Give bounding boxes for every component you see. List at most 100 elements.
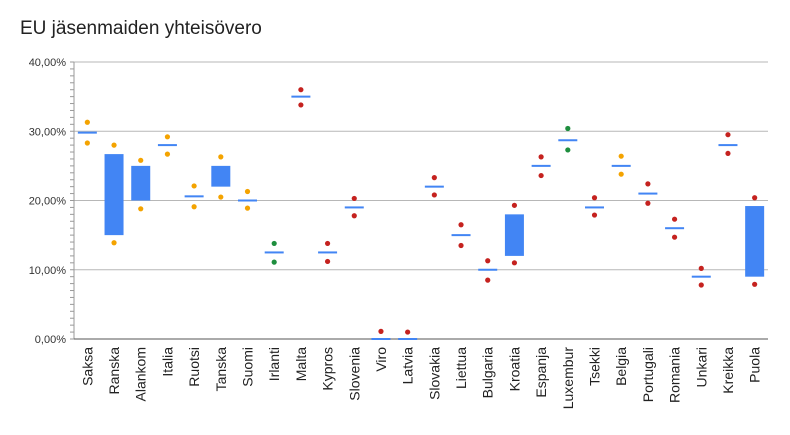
bar-portugali[interactable]: [638, 192, 658, 195]
marker-upper-latvia: [405, 329, 411, 335]
marker-upper-tsekki: [591, 195, 598, 201]
marker-lower-espanja: [538, 172, 544, 179]
marker-upper-ruotsi: [191, 183, 197, 189]
marker-upper-kroatia: [511, 202, 518, 208]
x-tick-label: Kreikka: [720, 347, 736, 394]
marker-upper-viro: [378, 328, 384, 334]
marker-lower-kroatia: [511, 260, 518, 266]
marker-lower-slovakia: [431, 192, 437, 198]
marker-upper-irlanti: [271, 240, 277, 247]
chart-title: EU jäsenmaiden yhteisövero: [20, 18, 262, 39]
marker-upper-slovakia: [431, 175, 437, 181]
marker-upper-portugali: [645, 181, 651, 187]
marker-lower-unkari: [698, 282, 704, 288]
y-tick-label: 20,00%: [29, 196, 67, 208]
marker-upper-malta: [298, 87, 304, 93]
x-tick-label: Tsekki: [587, 347, 603, 386]
bar-kreikka[interactable]: [718, 144, 738, 147]
bar-kypros[interactable]: [318, 251, 338, 254]
x-tick-label: Irlanti: [266, 347, 282, 381]
y-tick-label: 0,00%: [35, 334, 66, 346]
x-tick-label: Malta: [293, 347, 309, 381]
marker-lower-romania: [671, 234, 678, 240]
x-tick-label: Ranska: [106, 347, 122, 395]
bar-viro[interactable]: [371, 338, 391, 340]
bar-espanja[interactable]: [531, 164, 551, 167]
marker-lower-luxembur: [565, 147, 571, 153]
x-tick-label: Slovenia: [346, 347, 362, 401]
bar-malta[interactable]: [291, 95, 311, 98]
x-tick-label: Latvia: [400, 347, 416, 385]
bar-bulgaria[interactable]: [478, 268, 498, 271]
marker-upper-tanska: [218, 154, 224, 160]
x-tick-label: Espanja: [533, 347, 549, 398]
marker-upper-bulgaria: [485, 258, 491, 264]
bar-luxembur[interactable]: [558, 139, 578, 142]
x-tick-label: Liettua: [453, 347, 469, 389]
x-tick-label: Puola: [747, 347, 763, 383]
bar-ruotsi[interactable]: [184, 195, 204, 198]
bar-unkari[interactable]: [691, 275, 711, 278]
x-tick-label: Luxembur: [560, 347, 576, 410]
bar-slovakia[interactable]: [424, 185, 444, 188]
bar-slovenia[interactable]: [344, 206, 364, 209]
bar-irlanti[interactable]: [264, 251, 284, 254]
marker-upper-romania: [671, 216, 678, 222]
marker-lower-bulgaria: [485, 277, 491, 283]
marker-lower-alankom: [138, 206, 144, 212]
x-tick-label: Viro: [373, 347, 389, 372]
bar-tanska[interactable]: [211, 165, 231, 187]
marker-lower-ruotsi: [191, 204, 197, 210]
marker-lower-puola: [752, 281, 758, 287]
marker-upper-kreikka: [725, 132, 731, 138]
marker-lower-suomi: [244, 205, 251, 211]
marker-lower-irlanti: [271, 259, 277, 265]
y-tick-label: 30,00%: [29, 126, 67, 138]
marker-lower-kypros: [324, 258, 331, 265]
marker-lower-malta: [298, 102, 304, 108]
bar-suomi[interactable]: [238, 199, 257, 202]
bar-belgia[interactable]: [611, 164, 631, 167]
x-tick-label: Tanska: [213, 347, 229, 392]
x-tick-label: Portugali: [640, 347, 656, 402]
bar-romania[interactable]: [665, 227, 685, 230]
marker-upper-espanja: [538, 154, 544, 160]
x-tick-label: Suomi: [240, 347, 256, 387]
bar-alankom[interactable]: [131, 165, 151, 201]
y-tick-label: 10,00%: [29, 265, 67, 277]
marker-upper-kypros: [324, 240, 331, 247]
marker-lower-tanska: [218, 194, 224, 200]
marker-upper-luxembur: [565, 125, 571, 132]
marker-upper-slovenia: [351, 195, 357, 202]
x-tick-label: Italia: [159, 347, 175, 377]
marker-lower-portugali: [645, 200, 651, 206]
bar-tsekki[interactable]: [585, 206, 604, 209]
bar-italia[interactable]: [157, 144, 177, 147]
bar-kroatia[interactable]: [504, 214, 524, 256]
x-tick-label: Belgia: [613, 347, 629, 386]
x-tick-label: Alankom: [133, 347, 149, 401]
marker-lower-italia: [164, 151, 171, 157]
marker-upper-liettua: [458, 222, 464, 228]
x-tick-label: Kypros: [320, 347, 336, 391]
marker-upper-belgia: [618, 153, 624, 159]
marker-upper-saksa: [84, 119, 90, 125]
marker-upper-suomi: [244, 188, 251, 195]
bar-latvia[interactable]: [398, 338, 418, 340]
bar-saksa[interactable]: [77, 131, 97, 134]
bar-puola[interactable]: [745, 206, 765, 277]
x-tick-label: Kroatia: [506, 347, 522, 392]
bar-ranska[interactable]: [104, 154, 124, 236]
marker-upper-unkari: [698, 265, 704, 271]
marker-upper-italia: [164, 134, 171, 140]
marker-lower-slovenia: [351, 213, 357, 219]
marker-upper-puola: [752, 195, 758, 201]
x-tick-label: Slovakia: [426, 347, 442, 400]
x-tick-label: Bulgaria: [480, 347, 496, 399]
x-tick-label: Saksa: [79, 347, 95, 386]
marker-lower-tsekki: [591, 212, 598, 218]
bar-liettua[interactable]: [451, 234, 471, 237]
marker-lower-ranska: [111, 240, 117, 246]
